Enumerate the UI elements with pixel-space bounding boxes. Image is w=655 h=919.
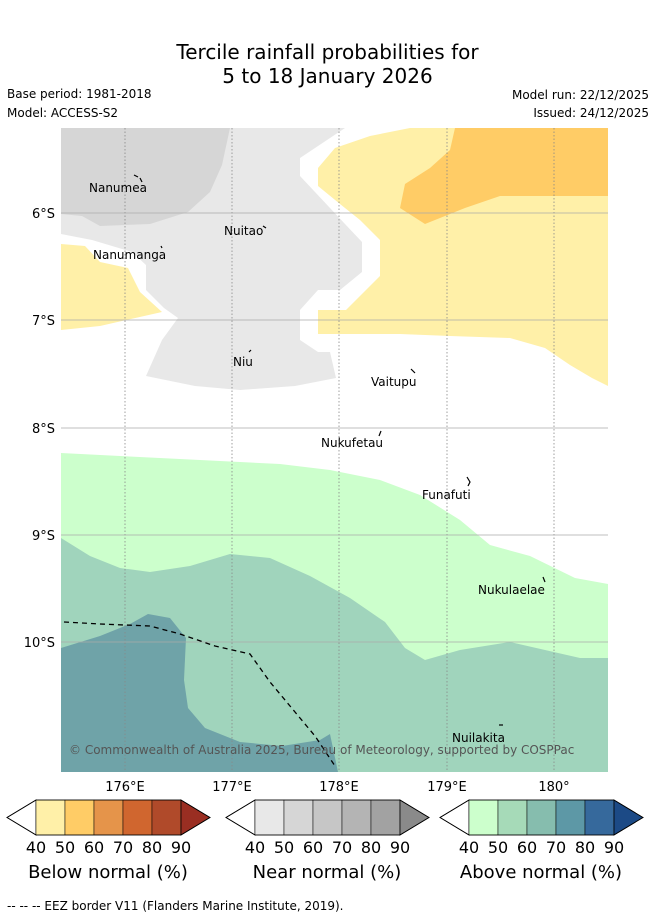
colorbar-above-segment [468,799,499,836]
place-nukufetau: Nukufetau [321,436,383,450]
graticule [124,128,555,772]
island-nukufetau-mark [378,430,382,437]
island-funafuti-mark [466,476,471,487]
colorbar-near-tick: 90 [390,838,410,857]
near-normal-50-region [61,128,230,226]
place-niu: Niu [233,355,253,369]
colorbar-near-tick: 40 [245,838,265,857]
colorbar-near-tick: 50 [274,838,294,857]
island-niu-mark [248,349,252,353]
model-run: Model run: 22/12/2025 [511,88,649,102]
colorbar-near-tick: 80 [361,838,381,857]
lat-label-8s: 8°S [32,422,55,437]
colorbar-above-outline [439,799,644,836]
colorbar-near-segment [283,799,314,836]
title-line-2: 5 to 18 January 2026 [222,64,433,88]
below-normal-50-region [400,128,608,224]
place-nuitao: Nuitao [224,224,263,238]
colorbar-below-segment [151,799,182,836]
colorbar-near-segment [341,799,372,836]
place-nukulaelae: Nukulaelae [478,583,545,597]
colorbar-above-segment [584,799,615,836]
eez-footer-note: -- -- -- EEZ border V11 (Flanders Marine… [7,899,344,913]
colorbar-above-tick: 50 [488,838,508,857]
colorbar-above-high-extend [613,799,644,836]
lat-label-9s: 9°S [32,529,55,544]
colorbar-title-above: Above normal (%) [459,862,623,883]
colorbar-below-high-extend [180,799,211,836]
colorbar-above-tick: 40 [459,838,479,857]
island-vaitupu-mark [410,368,416,374]
colorbar-below-segment [93,799,124,836]
island-nuitao-mark [262,225,267,229]
colorbar-below-segment [35,799,66,836]
colorbar-title-near: Near normal (%) [252,862,402,883]
lon-label-178e: 178°E [319,780,359,795]
place-nanumea: Nanumea [89,181,147,195]
colorbar-below-tick: 80 [142,838,162,857]
lon-label-179e: 179°E [427,780,467,795]
above-normal-50-region [61,538,608,772]
place-funafuti: Funafuti [422,488,471,502]
above-normal-60-region [61,614,338,772]
below-normal-40-west-region [61,244,162,330]
lon-label-177e: 177°E [212,780,252,795]
colorbar-below-tick: 70 [113,838,133,857]
colorbar-near-segment [312,799,343,836]
island-marks [133,174,546,726]
lat-label-7s: 7°S [32,314,55,329]
colorbar-above-low-extend [439,799,470,836]
colorbar-below-segment [122,799,153,836]
place-nanumanga: Nanumanga [93,248,166,262]
map-title: Tercile rainfall probabilities for 5 to … [0,40,655,88]
issued-date: Issued: 24/12/2025 [533,106,649,120]
colorbar-above-tick: 60 [517,838,537,857]
place-nuilakita: Nuilakita [452,731,505,745]
colorbar-below-tick: 40 [26,838,46,857]
lon-label-180: 180° [538,780,569,795]
colorbar-title-below: Below normal (%) [28,862,188,883]
colorbar-above-tick: 80 [575,838,595,857]
colorbar-near-segment [370,799,401,836]
colorbar-above-segment [555,799,586,836]
colorbar-below-tick: 50 [55,838,75,857]
title-line-1: Tercile rainfall probabilities for [176,40,479,64]
colorbar-below-normal: 40 50 60 70 80 90 [6,799,211,857]
colorbar-below-outline [6,799,211,836]
colorbar-near-normal: 40 50 60 70 80 90 [225,799,430,857]
colorbar-below-low-extend [6,799,37,836]
colorbar-near-low-extend [225,799,256,836]
colorbar-near-high-extend [399,799,430,836]
colorbar-near-tick: 70 [332,838,352,857]
lon-label-176e: 176°E [105,780,145,795]
colorbar-near-segment [254,799,285,836]
model-name: Model: ACCESS-S2 [7,106,119,120]
colorbar-above-tick: 70 [546,838,566,857]
island-nukulaelae-mark [542,576,546,583]
colorbar-above-tick: 90 [604,838,624,857]
copyright-notice: © Commonwealth of Australia 2025, Bureau… [69,743,574,757]
colorbar-above-segment [497,799,528,836]
eez-border [63,621,336,767]
place-vaitupu: Vaitupu [371,375,417,389]
colorbar-below-segment [64,799,95,836]
colorbar-below-tick: 90 [171,838,191,857]
colorbar-below-tick: 60 [84,838,104,857]
parallels [61,212,608,643]
colorbar-above-normal: 40 50 60 70 80 90 [439,799,644,857]
colorbar-near-tick: 60 [303,838,323,857]
colorbar-near-outline [225,799,430,836]
lat-label-6s: 6°S [32,207,55,222]
lat-label-10s: 10°S [24,636,55,651]
island-nanumanga-mark [160,245,163,249]
base-period: Base period: 1981-2018 [7,87,152,101]
colorbar-above-segment [526,799,557,836]
island-nanumea-mark [133,174,143,183]
